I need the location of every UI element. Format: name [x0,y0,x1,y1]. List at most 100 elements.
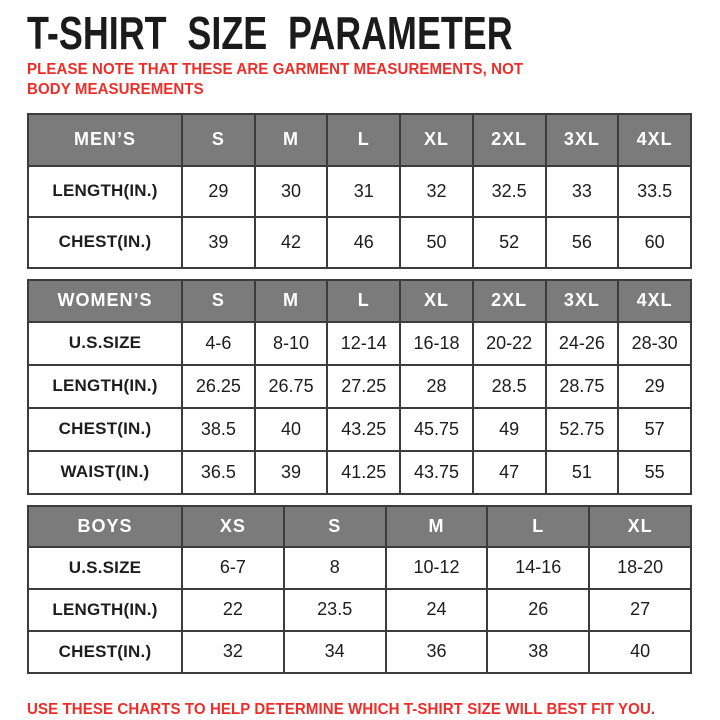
group-header-cell: MEN’S [27,112,183,167]
table-row: LENGTH(IN.) 22 23.5 24 26 27 [27,587,692,632]
value-cell: 34 [282,629,387,674]
value-cell: 60 [617,215,692,269]
size-table-mens: MEN’S S M L XL 2XL 3XL 4XL LENGTH(IN.) 29 30 31 32 32… [27,112,692,269]
value-cell: 32.5 [471,164,547,218]
value-cell: 29 [181,164,256,218]
row-label-cell: U.S.SIZE [27,320,183,366]
row-label-cell: LENGTH(IN.) [27,587,183,632]
value-cell: 23.5 [282,587,387,632]
value-cell: 41.25 [326,449,402,495]
value-cell: 50 [399,215,474,269]
value-cell: 38.5 [181,406,256,452]
value-cell: 40 [253,406,329,452]
value-cell: 40 [588,629,692,674]
row-label-cell: LENGTH(IN.) [27,363,183,409]
size-tables: MEN’S S M L XL 2XL 3XL 4XL LENGTH(IN.) 29 30 31 32 32… [27,112,692,674]
size-header-cell: 4XL [617,112,692,167]
size-header-cell: 3XL [544,278,620,323]
row-label-cell: WAIST(IN.) [27,449,183,495]
size-header-cell: L [326,112,402,167]
size-header-cell: 2XL [471,278,547,323]
group-header-cell: BOYS [27,504,183,548]
table-row: CHEST(IN.) 39 42 46 50 52 56 60 [27,215,692,269]
row-label-cell: CHEST(IN.) [27,406,183,452]
value-cell: 52.75 [544,406,620,452]
value-cell: 39 [253,449,329,495]
value-cell: 47 [471,449,547,495]
row-label-cell: CHEST(IN.) [27,629,183,674]
value-cell: 57 [617,406,692,452]
value-cell: 33 [544,164,620,218]
value-cell: 4-6 [181,320,256,366]
value-cell: 6-7 [181,545,285,590]
size-header-cell: S [282,504,387,548]
value-cell: 18-20 [588,545,692,590]
value-cell: 24 [384,587,489,632]
value-cell: 33.5 [617,164,692,218]
value-cell: 27.25 [326,363,402,409]
size-header-cell: XL [588,504,692,548]
value-cell: 55 [617,449,692,495]
row-label-cell: CHEST(IN.) [27,215,183,269]
size-header-cell: S [181,112,256,167]
value-cell: 28.75 [544,363,620,409]
value-cell: 46 [326,215,402,269]
value-cell: 39 [181,215,256,269]
value-cell: 8-10 [253,320,329,366]
value-cell: 8 [282,545,387,590]
value-cell: 28 [399,363,474,409]
value-cell: 51 [544,449,620,495]
group-header-cell: WOMEN’S [27,278,183,323]
garment-measurement-note: PLEASE NOTE THAT THESE ARE GARMENT MEASU… [27,61,524,98]
value-cell: 28-30 [617,320,692,366]
size-header-cell: 2XL [471,112,547,167]
table-row: U.S.SIZE 4-6 8-10 12-14 16-18 20-22 24-26 28-30 [27,320,692,366]
row-label-cell: U.S.SIZE [27,545,183,590]
value-cell: 26.25 [181,363,256,409]
value-cell: 14-16 [486,545,591,590]
value-cell: 43.25 [326,406,402,452]
value-cell: 42 [253,215,329,269]
value-cell: 30 [253,164,329,218]
value-cell: 31 [326,164,402,218]
value-cell: 12-14 [326,320,402,366]
size-table-boys: BOYS XS S M L XL U.S.SIZE 6-7 8 10-12 14-16 18-20 LE… [27,504,692,674]
page-title: T-SHIRT SIZE PARAMETER [27,7,513,59]
table-row: CHEST(IN.) 32 34 36 38 40 [27,629,692,674]
value-cell: 36 [384,629,489,674]
value-cell: 45.75 [399,406,474,452]
header-row: MEN’S S M L XL 2XL 3XL 4XL [27,112,692,167]
fit-guidance-note: USE THESE CHARTS TO HELP DETERMINE WHICH… [27,700,656,718]
value-cell: 52 [471,215,547,269]
size-header-cell: 3XL [544,112,620,167]
value-cell: 22 [181,587,285,632]
value-cell: 16-18 [399,320,474,366]
table-row: LENGTH(IN.) 29 30 31 32 32.5 33 33.5 [27,164,692,218]
value-cell: 27 [588,587,692,632]
value-cell: 32 [399,164,474,218]
value-cell: 56 [544,215,620,269]
size-header-cell: XL [399,112,474,167]
size-header-cell: XS [181,504,285,548]
value-cell: 29 [617,363,692,409]
size-header-cell: 4XL [617,278,692,323]
value-cell: 20-22 [471,320,547,366]
size-table-womens: WOMEN’S S M L XL 2XL 3XL 4XL U.S.SIZE 4-6 8-10 12-1… [27,278,692,495]
table-row: U.S.SIZE 6-7 8 10-12 14-16 18-20 [27,545,692,590]
table-row: WAIST(IN.) 36.5 39 41.25 43.75 47 51 55 [27,449,692,495]
size-header-cell: M [253,112,329,167]
value-cell: 32 [181,629,285,674]
value-cell: 26 [486,587,591,632]
value-cell: 38 [486,629,591,674]
table-row: CHEST(IN.) 38.5 40 43.25 45.75 49 52.75 57 [27,406,692,452]
value-cell: 28.5 [471,363,547,409]
size-header-cell: L [326,278,402,323]
header-row: WOMEN’S S M L XL 2XL 3XL 4XL [27,278,692,323]
size-header-cell: XL [399,278,474,323]
value-cell: 36.5 [181,449,256,495]
header-row: BOYS XS S M L XL [27,504,692,548]
row-label-cell: LENGTH(IN.) [27,164,183,218]
size-header-cell: M [384,504,489,548]
value-cell: 24-26 [544,320,620,366]
